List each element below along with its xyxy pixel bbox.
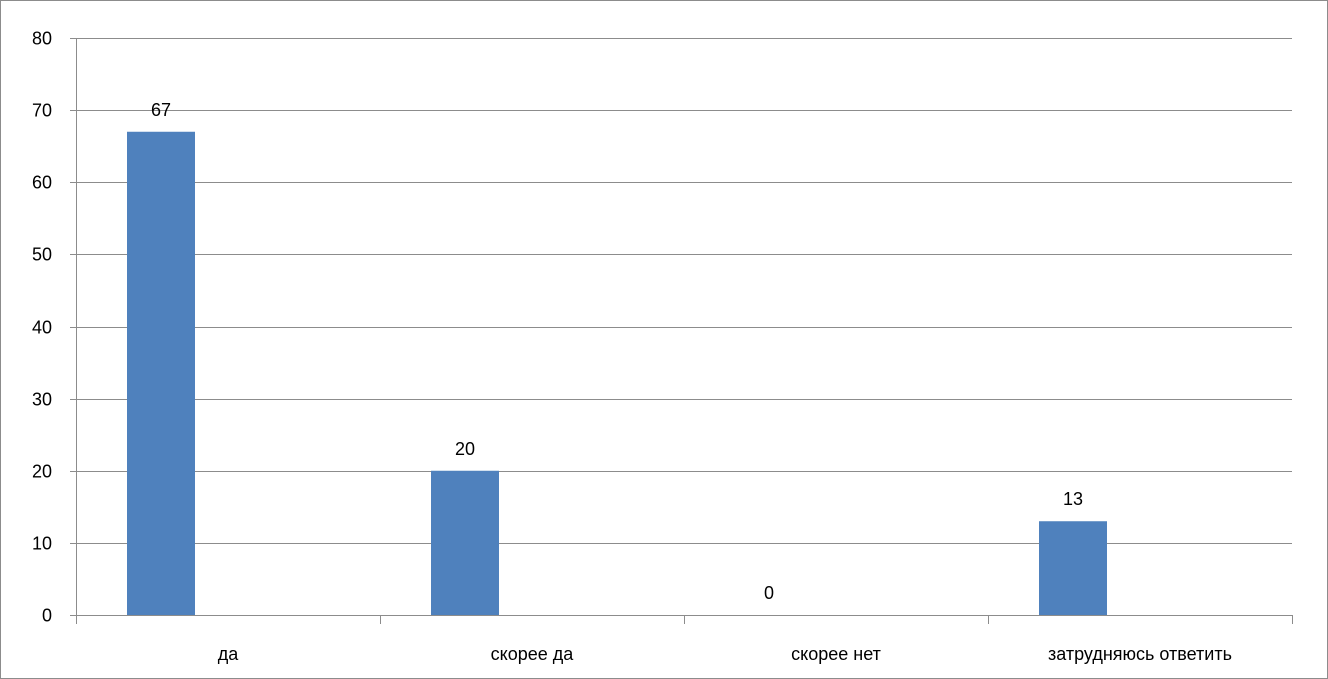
bar-1 bbox=[431, 470, 499, 615]
bar-0 bbox=[127, 131, 195, 615]
y-tick-label-10: 10 bbox=[32, 534, 52, 554]
axes bbox=[70, 38, 1293, 624]
data-label-3: 13 bbox=[1063, 489, 1083, 509]
y-tick-label-30: 30 bbox=[32, 390, 52, 410]
data-label-1: 20 bbox=[455, 439, 475, 459]
x-category-label-3: затрудняюсь ответить bbox=[1048, 644, 1232, 664]
y-tick-label-0: 0 bbox=[42, 606, 52, 626]
x-category-label-0: да bbox=[218, 644, 240, 664]
y-tick-label-50: 50 bbox=[32, 245, 52, 265]
x-category-label-1: скорее да bbox=[491, 644, 575, 664]
gridlines bbox=[76, 38, 1292, 616]
y-tick-label-20: 20 bbox=[32, 462, 52, 482]
y-tick-label-40: 40 bbox=[32, 318, 52, 338]
bars bbox=[127, 131, 1107, 615]
x-category-label-2: скорее нет bbox=[791, 644, 881, 664]
y-tick-label-60: 60 bbox=[32, 173, 52, 193]
labels: 0 10 20 30 40 50 60 70 80 67 да 20 скорее да 0 скорее … bbox=[32, 29, 1232, 665]
data-label-2: 0 bbox=[764, 583, 774, 603]
y-tick-label-70: 70 bbox=[32, 101, 52, 121]
data-label-0: 67 bbox=[151, 100, 171, 120]
y-tick-label-80: 80 bbox=[32, 29, 52, 49]
bar-3 bbox=[1039, 521, 1107, 615]
